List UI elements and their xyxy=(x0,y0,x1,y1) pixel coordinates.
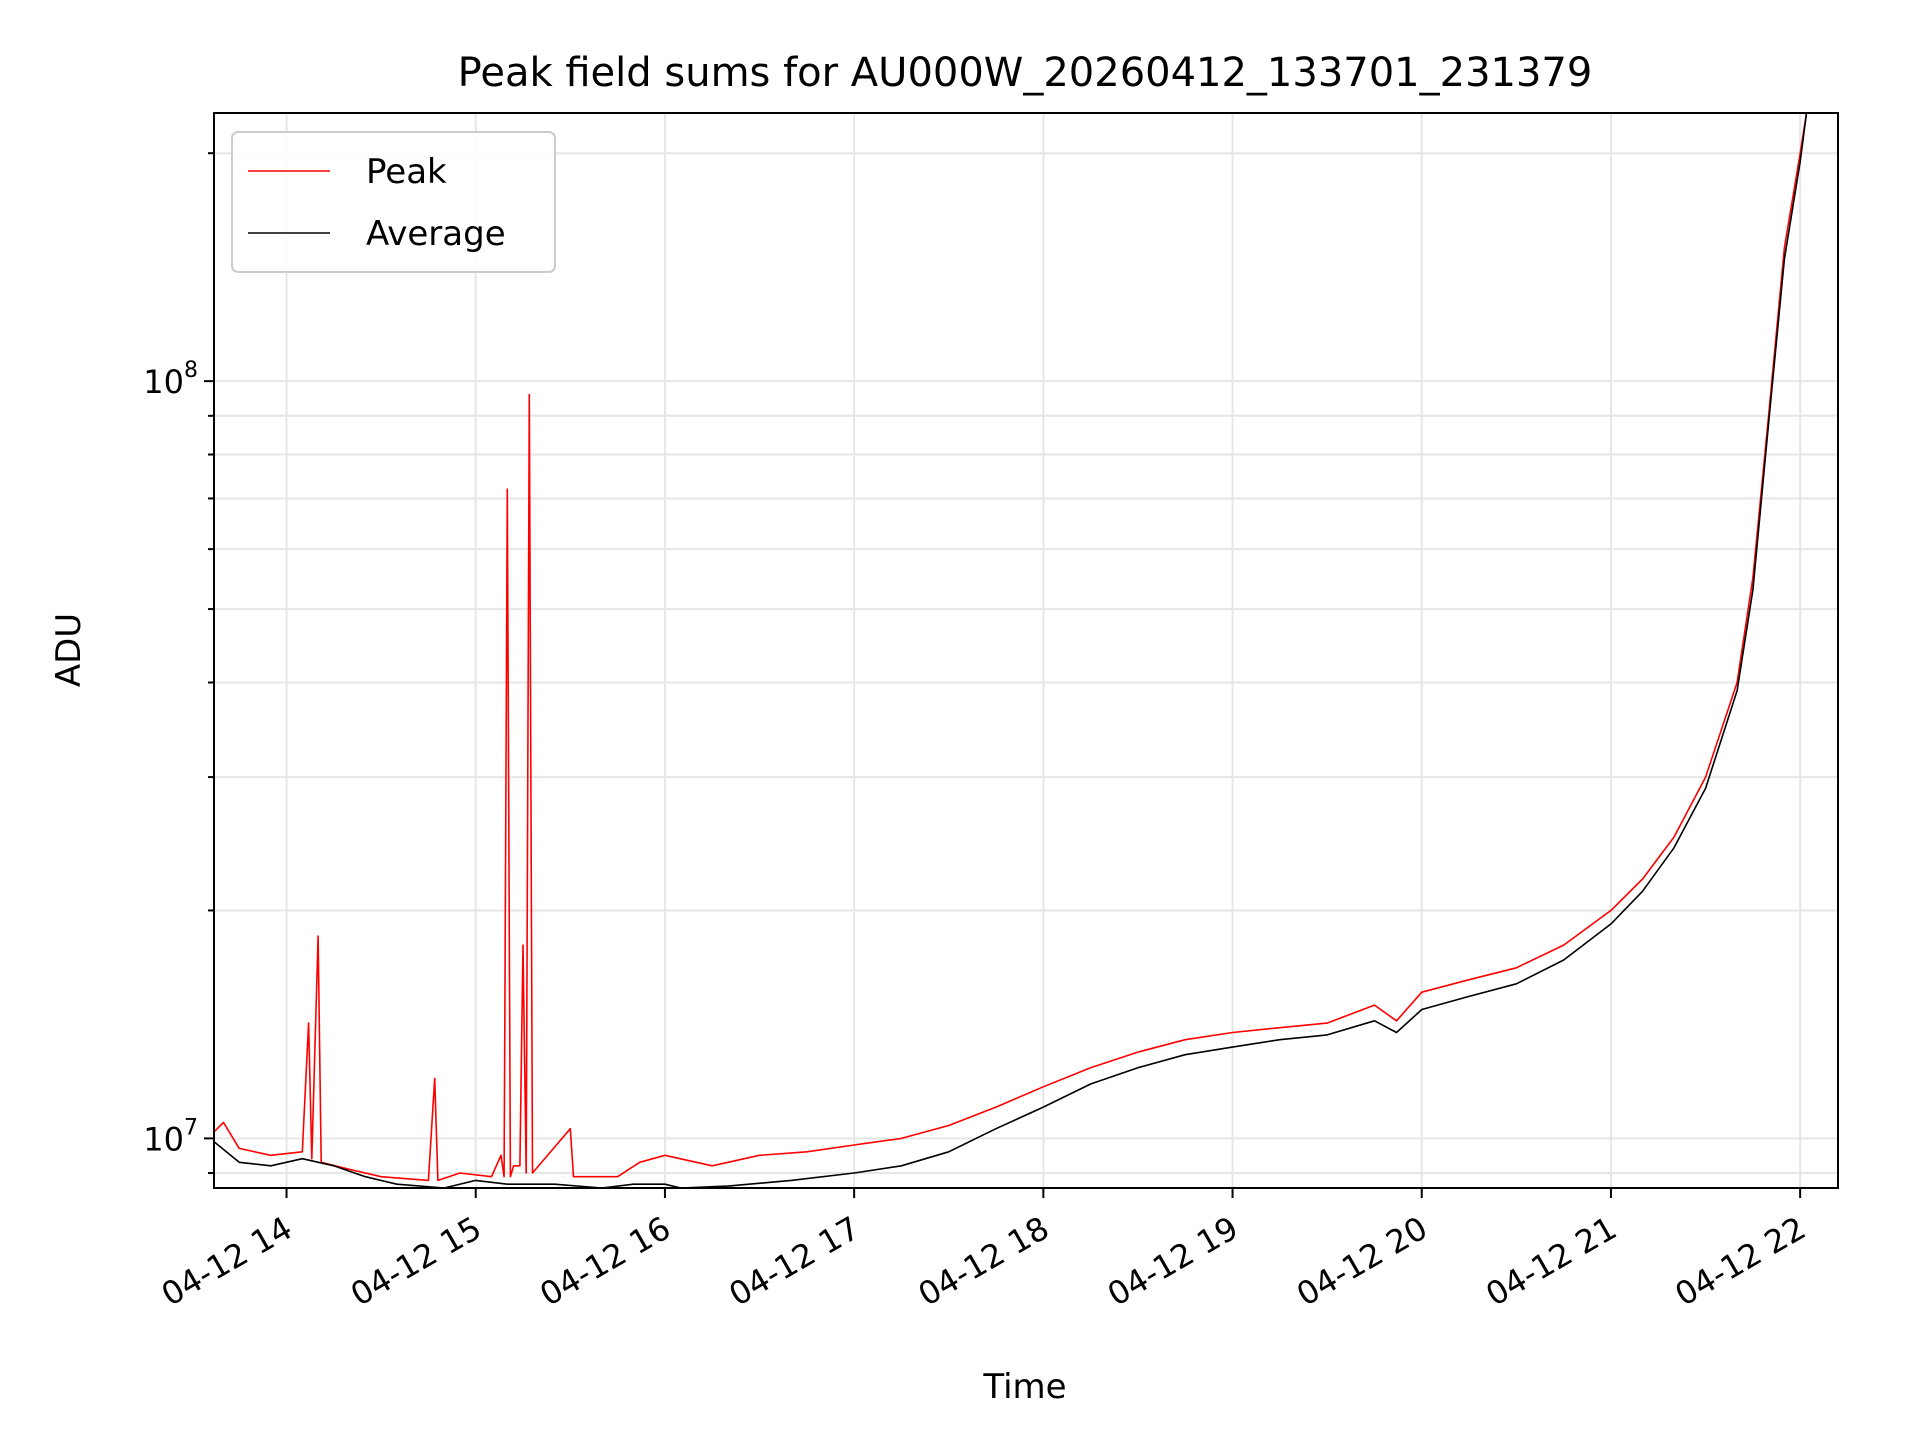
y-tick-exponent: 7 xyxy=(184,1115,198,1140)
legend: Peak Average xyxy=(231,131,556,273)
plot-frame xyxy=(213,112,1839,1189)
grid xyxy=(214,113,1838,1188)
y-tick-label: 107 xyxy=(143,1115,198,1158)
legend-label-peak: Peak xyxy=(366,152,447,192)
series-lines xyxy=(213,112,1808,1189)
series-line-average xyxy=(213,112,1808,1189)
legend-label-average: Average xyxy=(366,214,506,254)
series-line-peak xyxy=(213,112,1808,1182)
y-axis-label: ADU xyxy=(49,613,89,687)
x-axis-label: Time xyxy=(982,1367,1066,1407)
y-tick-base: 10 xyxy=(143,1120,184,1158)
chart-title: Peak field sums for AU000W_20260412_1337… xyxy=(458,50,1593,96)
y-tick-base: 10 xyxy=(143,363,184,401)
y-tick-label: 108 xyxy=(143,358,198,401)
y-tick-exponent: 8 xyxy=(184,358,198,383)
legend-box xyxy=(231,131,556,273)
